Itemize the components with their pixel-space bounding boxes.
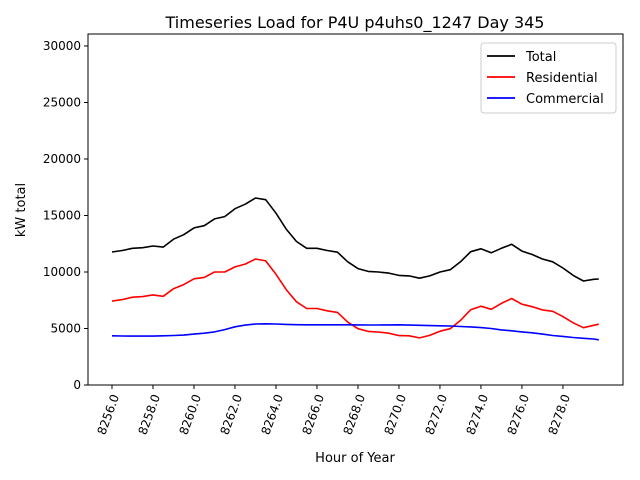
legend-label-commercial: Commercial xyxy=(526,92,604,107)
y-tick-label: 10000 xyxy=(43,265,81,279)
plot-frame xyxy=(87,33,624,386)
legend-label-total: Total xyxy=(525,50,556,65)
y-tick-label: 30000 xyxy=(43,39,81,53)
series-line-total xyxy=(111,197,599,282)
y-tick-label: 25000 xyxy=(43,95,81,109)
series-line-commercial xyxy=(111,322,599,341)
chart-title: Timeseries Load for P4U p4uhs0_1247 Day … xyxy=(165,13,545,33)
y-axis-label: kW total xyxy=(14,183,29,237)
legend-label-residential: Residential xyxy=(526,71,598,86)
series-line-residential xyxy=(111,258,599,339)
y-tick-label: 15000 xyxy=(43,208,81,222)
y-tick-label: 0 xyxy=(73,378,81,392)
y-tick-label: 20000 xyxy=(43,152,81,166)
y-tick-label: 5000 xyxy=(50,321,81,335)
x-axis-label: Hour of Year xyxy=(315,451,395,466)
legend: Total Residential Commercial xyxy=(480,42,617,114)
